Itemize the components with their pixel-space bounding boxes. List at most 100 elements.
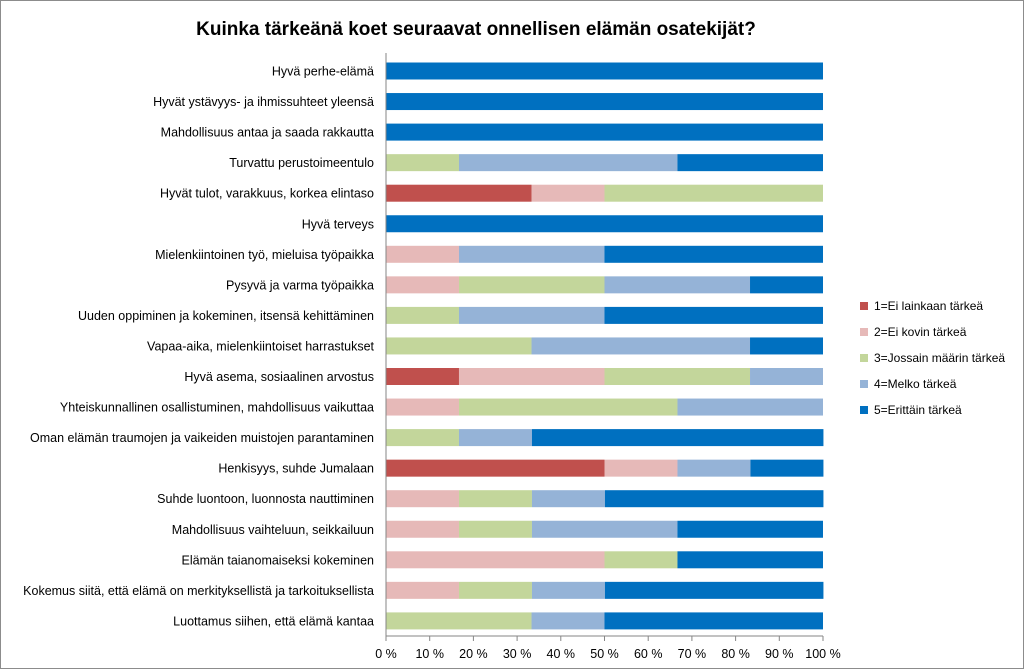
bar-segment-5 (750, 337, 823, 355)
bar-segment-5 (386, 93, 823, 111)
bar-segment-4 (677, 398, 823, 416)
bar-segment-3 (386, 429, 459, 447)
bar-segment-5 (386, 215, 823, 233)
category-label: Henkisyys, suhde Jumalaan (218, 462, 374, 476)
x-tick-label: 20 % (459, 647, 488, 661)
bar-segment-4 (604, 276, 751, 294)
bar-segment-5 (531, 429, 824, 447)
bar-segment-3 (386, 306, 459, 324)
bar-segment-1 (386, 368, 459, 385)
category-label: Oman elämän traumojen ja vaikeiden muist… (30, 431, 374, 445)
bar-segment-3 (386, 612, 532, 630)
legend-swatch (860, 328, 868, 336)
bar-segment-2 (386, 581, 459, 599)
category-label: Kokemus siitä, että elämä on merkityksel… (23, 584, 374, 598)
chart-title: Kuinka tärkeänä koet seuraavat onnellise… (196, 19, 756, 40)
bar-segment-4 (531, 520, 678, 538)
category-label: Hyvät ystävyys- ja ihmissuhteet yleensä (153, 95, 374, 109)
bar-segment-1 (386, 184, 532, 202)
bar-segment-5 (604, 612, 823, 630)
bar-segment-4 (677, 459, 751, 477)
category-label: Mahdollisuus antaa ja saada rakkautta (161, 126, 374, 140)
bar-segment-2 (386, 245, 459, 263)
bar-segment-3 (386, 154, 459, 172)
legend-item-1: 1=Ei lainkaan tärkeä (860, 293, 1005, 319)
x-tick-label: 60 % (634, 647, 663, 661)
category-label: Suhde luontoon, luonnosta nauttiminen (157, 492, 374, 506)
legend-label: 3=Jossain määrin tärkeä (874, 351, 1006, 365)
category-label: Uuden oppiminen ja kokeminen, itsensä ke… (78, 309, 374, 323)
legend-label: 2=Ei kovin tärkeä (874, 325, 967, 339)
legend-swatch (860, 406, 868, 414)
bar-segment-3 (386, 337, 532, 355)
category-label: Elämän taianomaiseksi kokeminen (182, 553, 375, 567)
bar-segment-3 (458, 276, 605, 294)
bar-segment-5 (677, 520, 823, 538)
bar-segment-4 (531, 581, 605, 599)
x-tick-label: 0 % (375, 647, 397, 661)
x-tick-label: 40 % (547, 647, 576, 661)
x-tick-label: 100 % (805, 647, 840, 661)
legend-item-3: 3=Jossain määrin tärkeä (860, 345, 1005, 371)
bar-segment-4 (458, 306, 605, 324)
category-label: Turvattu perustoimeentulo (229, 156, 374, 170)
bar-segment-2 (604, 459, 678, 477)
category-label: Luottamus siihen, että elämä kantaa (173, 614, 374, 628)
x-tick-label: 30 % (503, 647, 532, 661)
chart-legend: 1=Ei lainkaan tärkeä 2=Ei kovin tärkeä 3=J… (860, 293, 1005, 423)
x-tick-label: 80 % (721, 647, 750, 661)
bar-segment-1 (386, 459, 605, 477)
category-label: Mielenkiintoinen työ, mieluisa työpaikka (155, 248, 374, 262)
bar-segment-5 (677, 551, 823, 569)
bar-segment-2 (386, 551, 605, 569)
bar-segment-5 (604, 581, 824, 599)
category-label: Mahdollisuus vaihteluun, seikkailuun (172, 523, 374, 537)
category-label: Yhteiskunnallinen osallistuminen, mahdol… (60, 401, 374, 415)
bar-segment-3 (458, 398, 678, 416)
bar-segment-3 (458, 520, 532, 538)
legend-label: 1=Ei lainkaan tärkeä (874, 299, 984, 313)
bar-segment-2 (458, 368, 605, 385)
x-tick-label: 70 % (678, 647, 707, 661)
bar-segment-5 (604, 245, 823, 263)
bar-segment-4 (531, 612, 605, 630)
bar-segment-2 (386, 520, 459, 538)
bar-segment-4 (750, 368, 823, 385)
bar-segment-3 (458, 581, 532, 599)
category-label: Hyvä terveys (302, 217, 374, 231)
bar-segment-5 (386, 62, 823, 80)
legend-item-2: 2=Ei kovin tärkeä (860, 319, 1005, 345)
x-tick-label: 90 % (765, 647, 794, 661)
x-tick-label: 50 % (590, 647, 619, 661)
legend-label: 5=Erittäin tärkeä (874, 403, 962, 417)
bar-segment-2 (531, 184, 605, 202)
legend-item-4: 4=Melko tärkeä (860, 371, 1005, 397)
category-label: Vapaa-aika, mielenkiintoiset harrastukse… (147, 339, 374, 353)
category-label: Hyvä perhe-elämä (272, 65, 374, 79)
legend-swatch (860, 380, 868, 388)
bar-segment-3 (604, 551, 678, 569)
bar-segment-5 (386, 123, 823, 141)
bar-segment-4 (458, 245, 605, 263)
legend-swatch (860, 302, 868, 310)
bar-segment-2 (386, 276, 459, 294)
bar-segment-4 (531, 490, 605, 508)
bar-segment-5 (604, 490, 824, 508)
bar-segment-4 (458, 429, 532, 447)
bar-segment-4 (458, 154, 678, 172)
bar-segment-3 (604, 368, 751, 385)
legend-label: 4=Melko tärkeä (874, 377, 957, 391)
bar-segment-4 (531, 337, 751, 355)
x-tick-label: 10 % (415, 647, 444, 661)
legend-swatch (860, 354, 868, 362)
category-label: Hyvät tulot, varakkuus, korkea elintaso (160, 187, 374, 201)
category-label: Hyvä asema, sosiaalinen arvostus (184, 370, 374, 384)
bar-segment-2 (386, 490, 459, 508)
bar-segment-3 (604, 184, 823, 202)
bar-segment-5 (604, 306, 823, 324)
legend-item-5: 5=Erittäin tärkeä (860, 397, 1005, 423)
category-label: Pysyvä ja varma työpaikka (226, 278, 374, 292)
bar-segment-2 (386, 398, 459, 416)
